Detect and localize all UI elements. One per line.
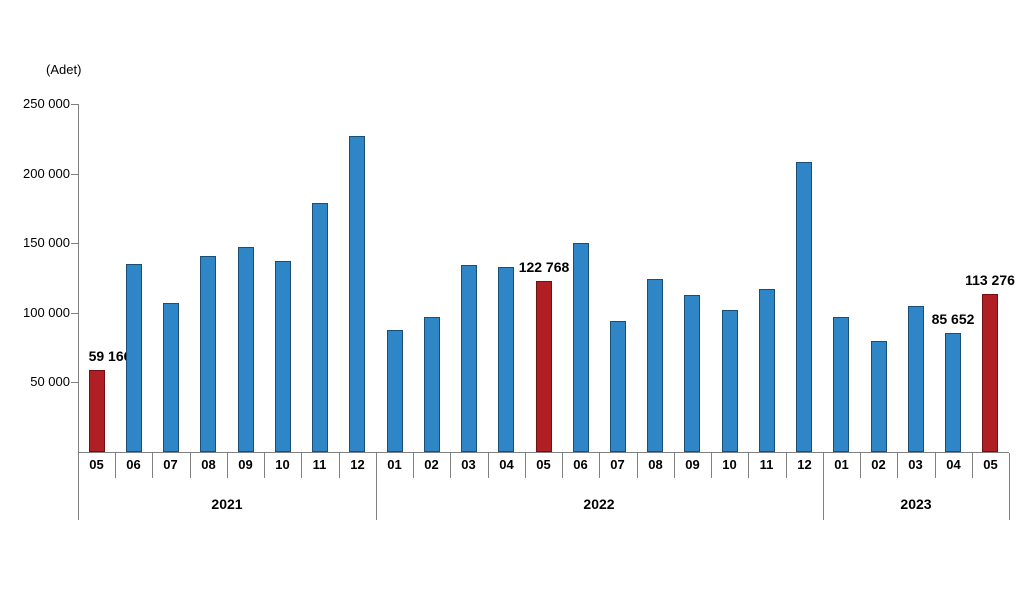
y-axis-tick-mark bbox=[71, 104, 78, 105]
year-separator-line bbox=[78, 453, 79, 520]
bar-2021-11 bbox=[312, 203, 328, 452]
bar-2021-12 bbox=[349, 136, 365, 452]
y-axis-tick-mark bbox=[71, 173, 78, 175]
x-axis-month-label: 01 bbox=[387, 457, 402, 472]
month-separator-line bbox=[674, 453, 675, 478]
x-axis-month-label: 12 bbox=[350, 457, 365, 472]
month-separator-line bbox=[748, 453, 749, 478]
x-axis-month-label: 09 bbox=[685, 457, 700, 472]
month-separator-line bbox=[972, 453, 973, 478]
month-separator-line bbox=[115, 453, 116, 478]
bar-2022-07 bbox=[610, 321, 626, 452]
data-label-2023-05: 113 276 bbox=[965, 272, 1015, 288]
bar-2023-03 bbox=[908, 306, 924, 452]
y-axis-tick-label: 50 000 bbox=[30, 374, 70, 390]
month-separator-line bbox=[860, 453, 861, 478]
x-axis-month-label: 06 bbox=[573, 457, 588, 472]
data-label-2021-05: 59 166 bbox=[88, 348, 132, 364]
x-axis-month-label: 05 bbox=[536, 457, 551, 472]
x-axis-month-label: 10 bbox=[722, 457, 737, 472]
month-separator-line bbox=[152, 453, 153, 478]
x-axis-month-label: 03 bbox=[461, 457, 476, 472]
bar-2022-12 bbox=[796, 162, 812, 452]
month-separator-line bbox=[935, 453, 936, 478]
month-separator-line bbox=[190, 453, 191, 478]
y-axis-tick-label: 200 000 bbox=[23, 165, 70, 181]
bar-2021-06 bbox=[126, 264, 142, 452]
bar-2022-02 bbox=[424, 317, 440, 452]
x-axis-month-label: 04 bbox=[946, 457, 961, 472]
bar-2021-05 bbox=[89, 370, 105, 452]
month-separator-line bbox=[450, 453, 451, 478]
x-axis-month-label: 10 bbox=[275, 457, 290, 472]
bar-2022-09 bbox=[684, 295, 700, 452]
x-axis-month-label: 09 bbox=[238, 457, 253, 472]
month-separator-line bbox=[599, 453, 600, 478]
y-axis-tick-mark bbox=[71, 382, 78, 384]
month-separator-line bbox=[562, 453, 563, 478]
x-axis-year-label-2023: 2023 bbox=[900, 496, 932, 512]
x-axis-month-label: 05 bbox=[983, 457, 998, 472]
x-axis-year-label-2022: 2022 bbox=[583, 496, 615, 512]
x-axis-month-label: 06 bbox=[126, 457, 141, 472]
bar-2023-02 bbox=[871, 341, 887, 452]
bar-2021-08 bbox=[200, 256, 216, 452]
bar-2022-05 bbox=[536, 281, 552, 452]
month-separator-line bbox=[711, 453, 712, 478]
bar-2021-09 bbox=[238, 247, 254, 452]
month-separator-line bbox=[525, 453, 526, 478]
y-axis-tick-label: 250 000 bbox=[23, 96, 70, 111]
month-separator-line bbox=[301, 453, 302, 478]
month-separator-line bbox=[264, 453, 265, 478]
x-axis-month-label: 04 bbox=[499, 457, 514, 472]
x-axis-month-label: 03 bbox=[908, 457, 923, 472]
bar-2021-10 bbox=[275, 261, 291, 452]
bar-2023-01 bbox=[833, 317, 849, 452]
x-axis-month-label: 07 bbox=[610, 457, 625, 472]
bar-2022-03 bbox=[461, 265, 477, 452]
bar-2022-08 bbox=[647, 279, 663, 452]
x-axis-line bbox=[78, 452, 1009, 453]
x-axis-year-label-2021: 2021 bbox=[211, 496, 243, 512]
x-axis-month-label: 08 bbox=[201, 457, 216, 472]
y-axis-unit-label: (Adet) bbox=[46, 62, 82, 77]
month-separator-line bbox=[488, 453, 489, 478]
bar-2023-04 bbox=[945, 333, 961, 452]
bar-2022-04 bbox=[498, 267, 514, 452]
x-axis-month-label: 11 bbox=[759, 457, 774, 472]
data-label-2022-05: 122 768 bbox=[518, 259, 570, 275]
month-separator-line bbox=[897, 453, 898, 478]
y-axis-tick-mark bbox=[71, 243, 78, 245]
x-axis-month-label: 01 bbox=[834, 457, 849, 472]
year-separator-line bbox=[1009, 453, 1010, 520]
x-axis-month-label: 02 bbox=[871, 457, 886, 472]
month-separator-line bbox=[637, 453, 638, 478]
x-axis-month-label: 02 bbox=[424, 457, 439, 472]
bar-2022-10 bbox=[722, 310, 738, 452]
x-axis-month-label: 05 bbox=[89, 457, 104, 472]
x-axis-month-label: 12 bbox=[797, 457, 812, 472]
month-separator-line bbox=[786, 453, 787, 478]
x-axis-month-label: 08 bbox=[648, 457, 663, 472]
year-separator-line bbox=[823, 453, 824, 520]
bar-2022-01 bbox=[387, 330, 403, 452]
x-axis-month-label: 07 bbox=[163, 457, 178, 472]
month-separator-line bbox=[227, 453, 228, 478]
y-axis-tick-label: 100 000 bbox=[23, 304, 70, 320]
y-axis-tick-label: 150 000 bbox=[23, 235, 70, 251]
bar-2022-06 bbox=[573, 243, 589, 452]
bar-2023-05 bbox=[982, 294, 998, 452]
year-separator-line bbox=[376, 453, 377, 520]
bar-2021-07 bbox=[163, 303, 179, 452]
y-axis-tick-mark bbox=[71, 312, 78, 314]
bar-2022-11 bbox=[759, 289, 775, 452]
month-separator-line bbox=[339, 453, 340, 478]
month-separator-line bbox=[413, 453, 414, 478]
data-label-2023-04: 85 652 bbox=[931, 311, 975, 327]
y-axis-line bbox=[78, 104, 79, 520]
x-axis-month-label: 11 bbox=[312, 457, 327, 472]
